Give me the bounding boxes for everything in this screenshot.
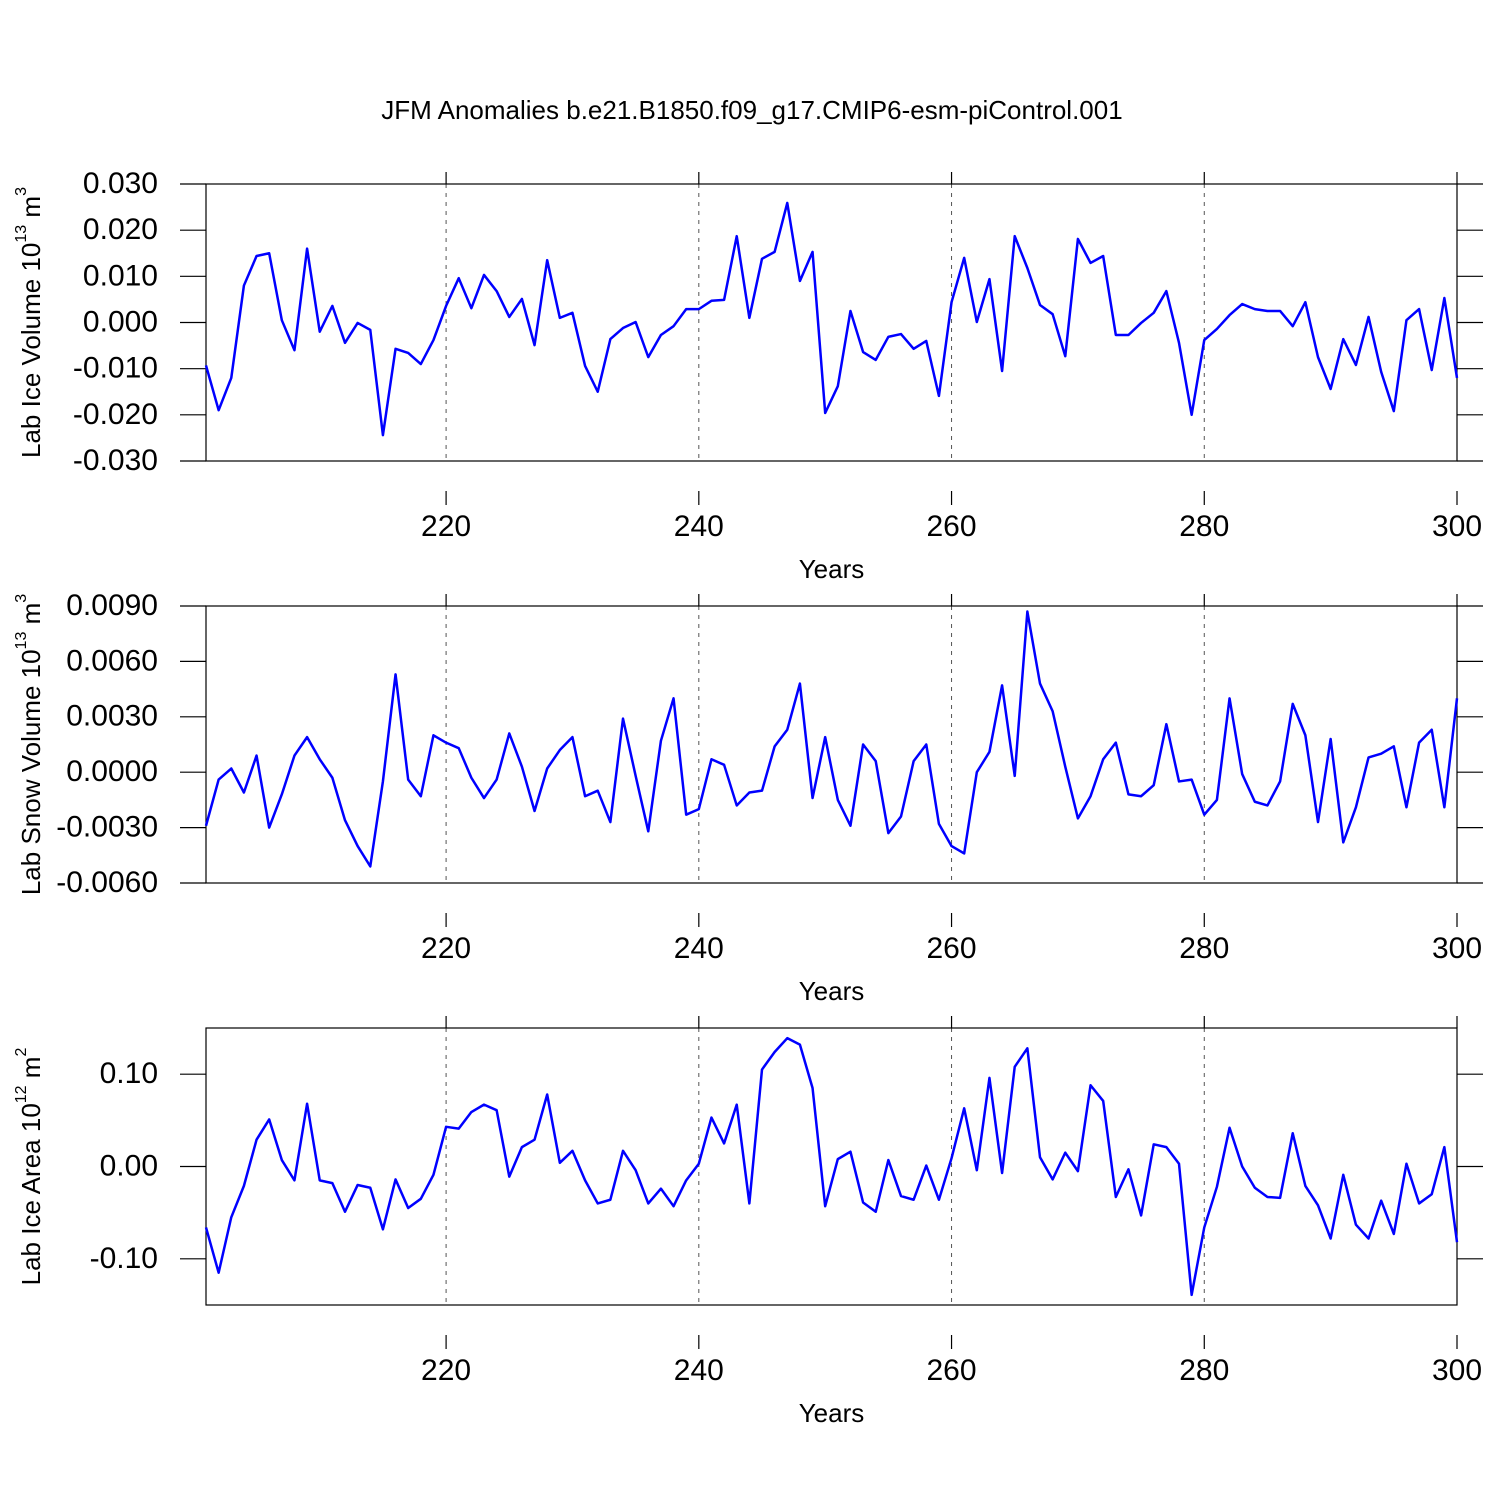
- x-axis-label: Years: [799, 1398, 865, 1428]
- y-tick-label: -0.030: [73, 444, 158, 477]
- y-axis-label-exponent: 13: [13, 225, 30, 243]
- plot-frame: [205, 1027, 1458, 1306]
- y-tick-label: 0.10: [100, 1057, 158, 1090]
- x-tick-label: 260: [927, 1354, 977, 1387]
- y-tick-label: 0.0000: [66, 755, 158, 788]
- figure-title: JFM Anomalies b.e21.B1850.f09_g17.CMIP6-…: [381, 95, 1122, 125]
- panel: 220 240 260 280 300 -0.030 -0.020 -0.010 0.000 0.…: [13, 167, 1483, 584]
- y-axis-label: Lab Ice Volume 1013 m3: [13, 187, 46, 458]
- y-axis-label: Lab Ice Area 1012 m2: [13, 1048, 46, 1286]
- plot-frame: [205, 605, 1458, 884]
- y-axis-label: Lab Snow Volume 1013 m3: [13, 594, 46, 895]
- y-axis-label-exponent: 2: [13, 1048, 30, 1057]
- y-axis-label-part: Lab Ice Volume 10: [16, 243, 46, 458]
- x-tick-label: 240: [674, 1354, 724, 1387]
- x-tick-label: 300: [1432, 510, 1482, 543]
- x-tick-label: 280: [1179, 1354, 1229, 1387]
- x-tick-label: 260: [927, 510, 977, 543]
- data-line: [204, 610, 1459, 868]
- y-tick-label: -0.010: [73, 352, 158, 385]
- y-tick-label: 0.010: [83, 259, 158, 292]
- x-tick-label: 220: [421, 510, 471, 543]
- y-tick-label: 0.00: [100, 1149, 158, 1182]
- plot-frame: [205, 183, 1458, 462]
- y-tick-label: 0.0090: [66, 589, 158, 622]
- panel: 220 240 260 280 300 -0.0060 -0.0030 0.0000 0.003…: [13, 589, 1483, 1006]
- y-axis-label-part: Lab Ice Area 10: [16, 1103, 46, 1285]
- y-axis-label-part: Lab Snow Volume 10: [16, 649, 46, 895]
- y-axis-label-exponent: 12: [13, 1085, 30, 1103]
- y-axis-label-exponent: 3: [13, 187, 30, 196]
- y-axis-label-exponent: 3: [13, 594, 30, 603]
- x-tick-label: 300: [1432, 1354, 1482, 1387]
- x-tick-label: 300: [1432, 932, 1482, 965]
- y-axis-label-part: m: [16, 196, 46, 225]
- y-tick-label: -0.020: [73, 398, 158, 431]
- y-axis-label-exponent: 13: [13, 632, 30, 650]
- data-line: [204, 1036, 1459, 1297]
- x-tick-label: 220: [421, 1354, 471, 1387]
- y-tick-label: 0.000: [83, 305, 158, 338]
- y-axis-label-part: m: [16, 1057, 46, 1086]
- x-tick-label: 260: [927, 932, 977, 965]
- panel: 220 240 260 280 300 -0.10 0.00 0.10 Years Lab Ice…: [13, 1016, 1483, 1428]
- y-tick-label: -0.0030: [56, 811, 158, 844]
- x-tick-label: 280: [1179, 932, 1229, 965]
- x-tick-label: 240: [674, 932, 724, 965]
- y-tick-label: -0.0060: [56, 866, 158, 899]
- x-tick-label: 280: [1179, 510, 1229, 543]
- y-tick-label: 0.0060: [66, 644, 158, 677]
- x-tick-label: 220: [421, 932, 471, 965]
- x-tick-label: 240: [674, 510, 724, 543]
- y-tick-label: 0.020: [83, 213, 158, 246]
- y-tick-label: 0.030: [83, 167, 158, 200]
- x-axis-label: Years: [799, 976, 865, 1006]
- y-tick-label: 0.0030: [66, 700, 158, 733]
- y-tick-label: -0.10: [90, 1242, 158, 1275]
- x-axis-label: Years: [799, 554, 865, 584]
- y-axis-label-part: m: [16, 603, 46, 632]
- data-line: [204, 201, 1459, 437]
